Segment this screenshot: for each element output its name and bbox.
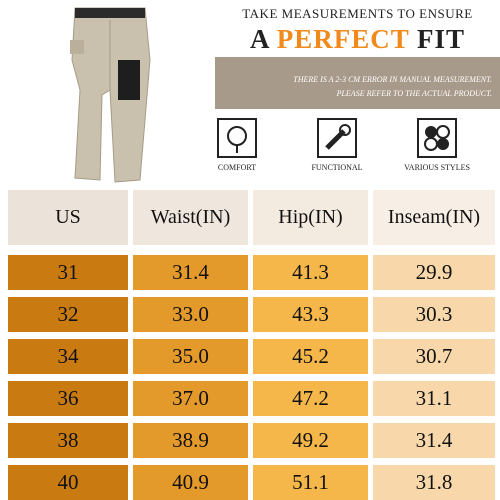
table-cell: 35.0 (133, 339, 248, 374)
title-word: PERFECT (276, 24, 410, 54)
table-cell: 31.8 (373, 465, 495, 500)
feature-label: COMFORT (217, 163, 257, 172)
table-cell: 32 (8, 297, 128, 332)
title-line: TAKE MEASUREMENTS TO ENSURE (242, 6, 473, 21)
header-cell: Hip(IN) (253, 190, 368, 245)
table-cell: 30.7 (373, 339, 495, 374)
table-cell: 38.9 (133, 423, 248, 458)
icon (317, 118, 357, 158)
notice: THERE IS A 2-3 CM ERROR IN MANUAL MEASUR… (215, 57, 500, 109)
title: A PERFECT FIT (215, 24, 500, 55)
header-cell: Waist(IN) (133, 190, 248, 245)
table-cell: 31.1 (373, 381, 495, 416)
table-cell: 45.2 (253, 339, 368, 374)
icon (417, 118, 457, 158)
feature-label: VARIOUS STYLES (404, 163, 470, 172)
table-cell: 31 (8, 255, 128, 290)
header-cell: US (8, 190, 128, 245)
table-cell: 38 (8, 423, 128, 458)
notice-line: THERE IS A 2-3 CM ERROR IN MANUAL MEASUR… (293, 75, 492, 84)
feature: FUNCTIONAL (292, 118, 382, 172)
header-cell: Inseam(IN) (373, 190, 495, 245)
title-word: A (249, 24, 269, 54)
table-cell: 47.2 (253, 381, 368, 416)
table-cell: 41.3 (253, 255, 368, 290)
table-cell: 31.4 (373, 423, 495, 458)
table-cell: 30.3 (373, 297, 495, 332)
notice-line: PLEASE REFER TO THE ACTUAL PRODUCT. (336, 89, 492, 98)
title-word: FIT (417, 24, 466, 54)
pants-image (70, 7, 151, 183)
icon (217, 118, 257, 158)
table-cell: 34 (8, 339, 128, 374)
table-cell: 29.9 (373, 255, 495, 290)
table-cell: 43.3 (253, 297, 368, 332)
table-cell: 36 (8, 381, 128, 416)
feature-label: FUNCTIONAL (311, 163, 363, 172)
table-cell: 40 (8, 465, 128, 500)
table-cell: 49.2 (253, 423, 368, 458)
table-cell: 31.4 (133, 255, 248, 290)
feature: COMFORT (192, 118, 282, 172)
table-cell: 51.1 (253, 465, 368, 500)
table-cell: 40.9 (133, 465, 248, 500)
table-cell: 37.0 (133, 381, 248, 416)
feature: VARIOUS STYLES (392, 118, 482, 172)
table-cell: 33.0 (133, 297, 248, 332)
